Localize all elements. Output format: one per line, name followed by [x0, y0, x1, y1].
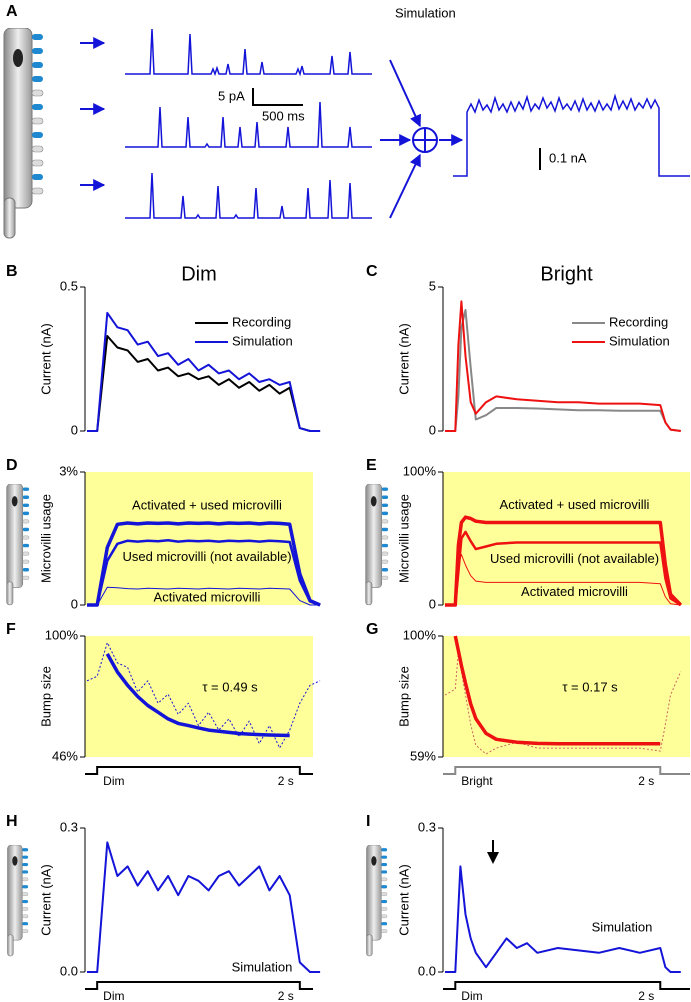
- series-line: [87, 539, 321, 607]
- y-tick-label: 100%: [45, 627, 79, 642]
- legend-label: Recording: [609, 314, 668, 329]
- stimulus-trace: [443, 981, 690, 990]
- y-tick-label: 3%: [59, 463, 78, 478]
- y-axis-label: Bump size: [38, 666, 53, 727]
- panel-label: B: [6, 263, 18, 280]
- y-axis-label: Microvilli usage: [396, 494, 411, 583]
- arrow-head: [487, 852, 499, 864]
- stimulus-duration: 2 s: [638, 774, 654, 788]
- y-tick-label: 100%: [403, 627, 437, 642]
- stimulus-label: Dim: [461, 989, 482, 1002]
- series-label: Activated + used microvilli: [500, 497, 650, 512]
- series-line: [87, 841, 321, 973]
- scale-label: 5 pA: [218, 88, 245, 103]
- series-line: [87, 521, 321, 607]
- panel-label: A: [6, 3, 18, 20]
- stimulus-trace: [85, 981, 313, 990]
- y-tick-label: 0.0: [60, 963, 78, 978]
- bump-traces: [125, 28, 690, 219]
- stimulus-trace: [443, 766, 690, 775]
- series-line: [87, 311, 321, 432]
- scale-label: 500 ms: [262, 108, 305, 123]
- series-line: [87, 586, 321, 606]
- cell-icon: [7, 845, 29, 957]
- y-axis-label: Bump size: [396, 666, 411, 727]
- y-axis-label: Current (nA): [38, 864, 53, 936]
- plot-background: [443, 636, 690, 757]
- series-line: [445, 515, 683, 607]
- stimulus-label: Bright: [461, 774, 493, 788]
- y-tick-label: 46%: [52, 748, 78, 763]
- series-label: Activated + used microvilli: [132, 497, 282, 512]
- series-label: Used microvilli (not available): [490, 551, 659, 566]
- cell-icon: [3, 28, 44, 239]
- series-line: [105, 653, 290, 738]
- chart-title: Bright: [540, 263, 593, 285]
- y-axis-label: Current (nA): [38, 323, 53, 395]
- stimulus-trace: [85, 766, 313, 775]
- series-line: [87, 335, 321, 432]
- y-tick-label: 59%: [410, 748, 436, 763]
- panel-label: F: [6, 621, 16, 638]
- y-tick-label: 0: [71, 422, 78, 437]
- cell-icon: [6, 484, 30, 606]
- y-tick-label: 100%: [403, 463, 437, 478]
- y-axis-label: Current (nA): [396, 864, 411, 936]
- series-line: [445, 530, 682, 607]
- series-label: Used microvilli (not available): [122, 549, 291, 564]
- legend-label: Simulation: [609, 333, 670, 348]
- scale-bars: [252, 88, 541, 170]
- annotation: τ = 0.17 s: [562, 679, 618, 694]
- arrows: [80, 37, 464, 219]
- panel-label: H: [6, 813, 18, 830]
- annotation: Simulation: [232, 959, 293, 974]
- y-axis-label: Current (nA): [396, 323, 411, 395]
- annotation: τ = 0.49 s: [202, 679, 258, 694]
- cell-icon: [365, 484, 389, 606]
- panel-label: G: [366, 621, 378, 638]
- panel-label: I: [366, 813, 370, 830]
- y-tick-label: 0: [71, 596, 78, 611]
- stimulus-duration: 2 s: [278, 774, 294, 788]
- stimulus-label: Dim: [103, 774, 124, 788]
- stimulus-duration: 2 s: [278, 989, 294, 1002]
- series-line: [453, 635, 661, 746]
- y-tick-label: 0.3: [418, 819, 436, 834]
- plot-background: [85, 472, 313, 605]
- cell-icon: [366, 845, 388, 957]
- legend-label: Simulation: [232, 333, 293, 348]
- chart-title: Dim: [181, 263, 217, 285]
- series-line: [445, 300, 681, 432]
- series-label: Activated microvilli: [521, 584, 628, 599]
- y-tick-label: 5: [429, 278, 436, 293]
- y-tick-label: 0: [429, 422, 436, 437]
- panel-label: D: [6, 457, 18, 474]
- panel-label: E: [366, 457, 377, 474]
- y-tick-label: 0: [429, 596, 436, 611]
- annotation: Simulation: [592, 919, 653, 934]
- y-tick-label: 0.0: [418, 963, 436, 978]
- y-tick-label: 0.5: [60, 278, 78, 293]
- scale-label: 0.1 nA: [549, 150, 587, 165]
- y-tick-label: 0.3: [60, 819, 78, 834]
- panel-a-title: Simulation: [395, 5, 456, 20]
- series-label: Activated microvilli: [154, 590, 261, 605]
- stimulus-label: Dim: [103, 989, 124, 1002]
- stimulus-duration: 2 s: [638, 989, 654, 1002]
- series-line: [445, 309, 681, 432]
- panel-label: C: [366, 263, 378, 280]
- series-line: [445, 865, 681, 973]
- legend-label: Recording: [232, 314, 291, 329]
- y-axis-label: Microvilli usage: [38, 494, 53, 583]
- plot-background: [85, 636, 313, 757]
- series-line: [445, 554, 681, 606]
